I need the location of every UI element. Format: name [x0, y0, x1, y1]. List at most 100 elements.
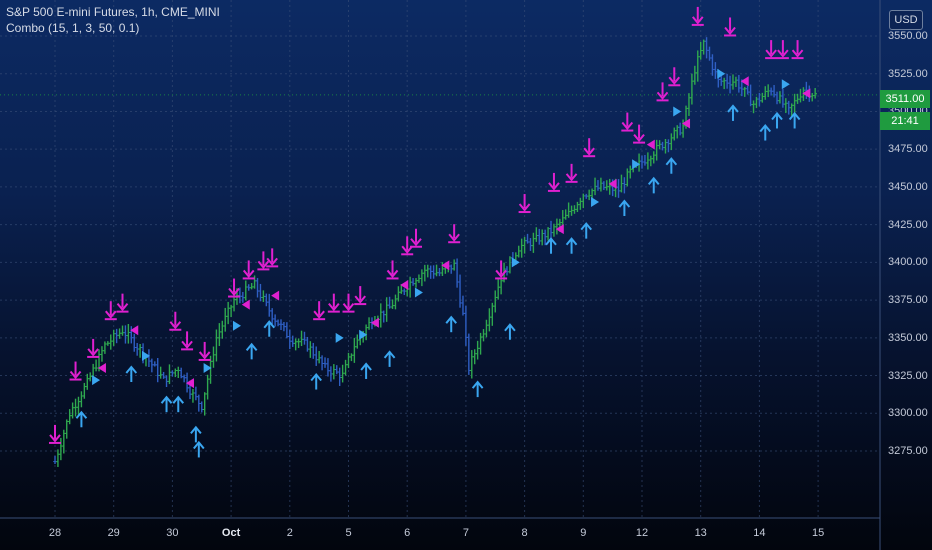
y-tick-label: 3425.00: [888, 218, 928, 231]
buy-signal-arrow: [759, 123, 772, 141]
x-tick-label: 28: [48, 527, 62, 539]
sell-signal-arrow: [724, 17, 737, 37]
buy-marker-triangle: [92, 375, 101, 386]
buy-signal-arrow: [618, 199, 631, 216]
chart-header: S&P 500 E-mini Futures, 1h, CME_MINI Com…: [6, 4, 220, 36]
sell-arrow-head: [87, 348, 99, 357]
buy-signal-arrow: [771, 111, 783, 129]
buy-arrow-head: [445, 315, 457, 324]
buy-signal-arrow: [193, 440, 205, 458]
sell-arrow-head: [257, 260, 270, 269]
buy-arrow-head: [263, 320, 276, 329]
buy-signal-arrow: [172, 395, 185, 413]
sell-marker-triangle: [682, 118, 691, 129]
buy-marker-triangle: [359, 329, 368, 340]
buy-marker-triangle: [414, 287, 423, 298]
buy-arrow-head: [727, 104, 739, 113]
buy-arrow-head: [310, 372, 322, 382]
buy-marker-triangle: [717, 68, 726, 79]
sell-signal-arrow: [327, 293, 340, 313]
buy-arrow-head: [647, 176, 660, 186]
buy-marker-triangle: [203, 363, 212, 373]
y-tick-label: 3275.00: [888, 445, 928, 457]
buy-arrow-head: [788, 111, 801, 121]
sell-arrow-head: [691, 16, 704, 25]
buy-signal-arrow: [360, 362, 372, 379]
buy-arrow-head: [504, 323, 516, 332]
buy-signal-arrow: [263, 320, 276, 337]
chart-grid: [0, 0, 880, 518]
buy-arrow-head: [193, 440, 205, 450]
signal-markers: [49, 6, 811, 458]
sell-arrow-head: [116, 302, 129, 312]
buy-signal-arrow: [383, 350, 396, 367]
sell-arrow-head: [621, 121, 634, 131]
buy-arrow-head: [580, 222, 593, 231]
sell-signal-arrow: [198, 341, 211, 361]
sell-marker-triangle: [186, 378, 195, 389]
sell-marker-triangle: [370, 317, 379, 328]
buy-marker-triangle: [591, 197, 600, 207]
buy-marker-triangle: [335, 332, 344, 343]
sell-arrow-head: [169, 321, 182, 330]
buy-signal-arrow: [160, 395, 173, 413]
sell-signal-arrow: [401, 236, 414, 256]
buy-arrow-head: [471, 380, 484, 389]
buy-marker-triangle: [511, 257, 520, 268]
x-tick-label: 29: [107, 527, 120, 539]
symbol-title[interactable]: S&P 500 E-mini Futures, 1h, CME_MINI: [6, 5, 220, 19]
sell-arrow-head: [583, 147, 595, 156]
x-tick-label: 8: [521, 527, 528, 539]
buy-signal-arrow: [190, 425, 202, 443]
x-tick-label: 2: [286, 527, 293, 539]
y-tick-label: 3300.00: [888, 407, 928, 420]
x-tick-label: 30: [166, 527, 179, 539]
sell-signal-arrow: [565, 163, 578, 183]
sell-marker-triangle: [555, 224, 564, 235]
sell-arrow-head: [495, 269, 507, 278]
x-tick-label: Oct: [221, 527, 241, 539]
sell-signal-arrow: [257, 251, 270, 271]
sell-arrow-head: [266, 257, 278, 266]
sell-arrow-head: [548, 182, 560, 191]
buy-signal-arrow: [125, 365, 138, 382]
sell-marker-triangle: [271, 290, 280, 301]
sell-arrow-head: [104, 310, 117, 319]
buy-signal-arrow: [545, 237, 557, 254]
y-tick-label: 3325.00: [888, 369, 928, 382]
buy-arrow-head: [125, 365, 138, 374]
indicator-legend[interactable]: Combo (15, 1, 3, 50, 0.1): [6, 21, 140, 35]
sell-arrow-head: [354, 295, 367, 304]
sell-arrow-head: [791, 49, 804, 58]
buy-signal-arrow: [565, 237, 578, 254]
sell-signal-arrow: [104, 301, 117, 321]
x-tick-label: 14: [753, 527, 766, 539]
sell-signal-arrow: [354, 286, 367, 306]
buy-arrow-head: [160, 395, 173, 404]
sell-signal-arrow: [621, 112, 634, 132]
sell-signal-arrow: [410, 228, 423, 248]
price-bars: [53, 37, 817, 467]
sell-signal-arrow: [386, 260, 399, 280]
buy-signal-arrow: [310, 372, 322, 390]
sell-marker-triangle: [97, 363, 106, 373]
sell-signal-arrow: [169, 311, 182, 331]
sell-signal-arrow: [495, 260, 508, 280]
y-tick-label: 3450.00: [888, 180, 928, 193]
sell-arrow-head: [518, 203, 531, 212]
sell-signal-arrow: [181, 331, 194, 351]
y-tick-label: 3400.00: [888, 256, 928, 269]
sell-marker-triangle: [441, 260, 450, 271]
sell-signal-arrow: [69, 361, 82, 381]
buy-arrow-head: [75, 410, 88, 419]
sell-signal-arrow: [583, 138, 596, 158]
sell-signal-arrow: [791, 40, 804, 60]
currency-button[interactable]: USD: [889, 10, 923, 30]
x-tick-label: 12: [635, 527, 649, 539]
buy-signal-arrow: [580, 222, 593, 239]
sell-marker-triangle: [646, 139, 655, 150]
sell-arrow-head: [410, 238, 422, 247]
sell-arrow-head: [313, 310, 325, 319]
buy-signal-arrow: [445, 315, 457, 333]
